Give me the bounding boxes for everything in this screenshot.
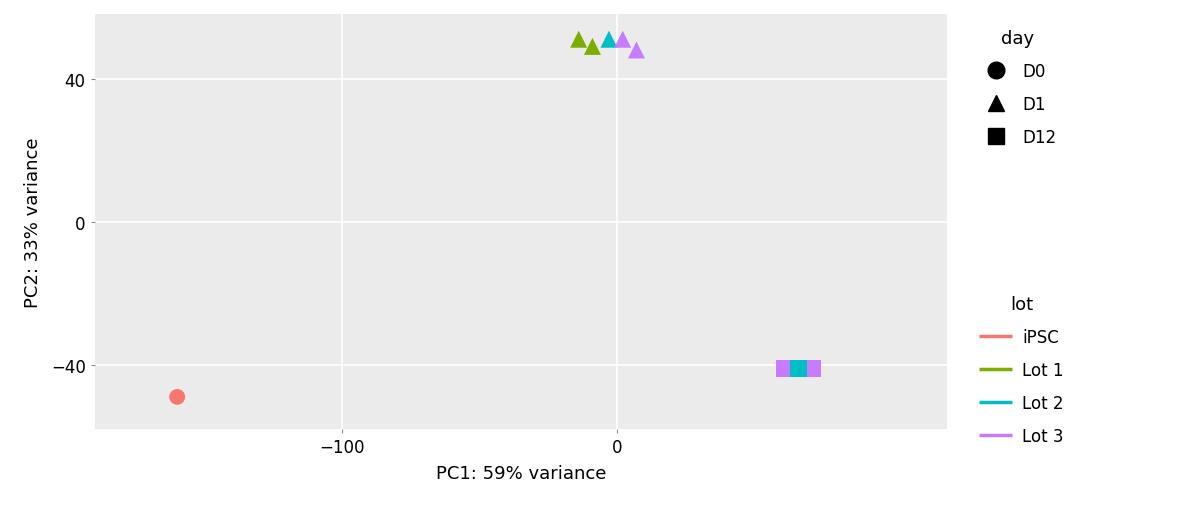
Point [776, 365, 794, 373]
Point [613, 36, 632, 44]
Legend: iPSC, Lot 1, Lot 2, Lot 3: iPSC, Lot 1, Lot 2, Lot 3 [964, 280, 1079, 460]
Point [599, 36, 618, 44]
Point [570, 36, 588, 44]
Y-axis label: PC2: 33% variance: PC2: 33% variance [25, 137, 43, 307]
Point [790, 365, 809, 373]
Point [803, 365, 822, 373]
Point [168, 393, 187, 401]
Point [628, 47, 646, 55]
Point [790, 365, 809, 373]
X-axis label: PC1: 59% variance: PC1: 59% variance [436, 465, 606, 482]
Point [583, 43, 601, 52]
